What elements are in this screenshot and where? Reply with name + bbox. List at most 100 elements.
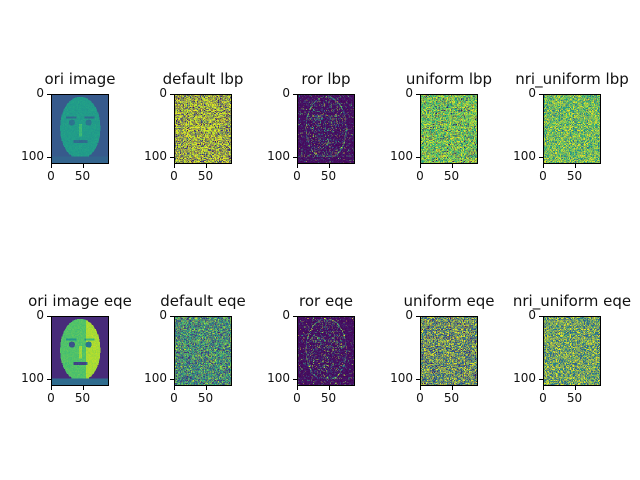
image-axes <box>420 316 478 386</box>
x-tick <box>174 164 175 168</box>
image-heatmap <box>544 95 600 163</box>
panel-title: nri_uniform eqe <box>512 292 632 310</box>
y-tick-label: 100 <box>21 370 44 385</box>
y-tick <box>170 316 174 317</box>
x-tick-label: 50 <box>443 169 460 183</box>
x-tick-label: 0 <box>170 169 178 183</box>
y-tick <box>416 94 420 95</box>
y-tick <box>293 94 297 95</box>
y-tick <box>47 316 51 317</box>
x-tick-label: 0 <box>47 391 55 405</box>
panel-title: uniform eqe <box>403 292 495 310</box>
x-tick-label: 50 <box>566 391 583 405</box>
x-tick <box>543 386 544 390</box>
panel-title: ror eqe <box>299 292 353 310</box>
panel-title: ror lbp <box>301 70 351 88</box>
y-tick-label: 0 <box>405 308 413 322</box>
y-tick-label: 100 <box>144 370 167 385</box>
x-tick <box>205 164 207 168</box>
y-tick-label: 100 <box>21 148 44 163</box>
y-tick <box>170 94 174 95</box>
y-tick <box>293 316 297 317</box>
y-tick <box>47 94 51 95</box>
y-tick-label: 0 <box>36 308 44 322</box>
image-axes <box>420 94 478 164</box>
y-tick <box>170 156 174 158</box>
image-heatmap <box>544 317 600 385</box>
x-tick <box>543 164 544 168</box>
panel-title: ori image eqe <box>28 292 132 310</box>
x-tick-label: 50 <box>320 391 337 405</box>
image-axes <box>297 94 355 164</box>
image-axes <box>51 316 109 386</box>
y-tick <box>539 378 543 380</box>
x-tick-label: 0 <box>293 169 301 183</box>
x-tick-label: 50 <box>443 391 460 405</box>
x-tick-label: 50 <box>74 169 91 183</box>
panel-title: default lbp <box>162 70 244 88</box>
image-axes <box>174 94 232 164</box>
y-tick <box>47 378 51 380</box>
panel-title: ori image <box>44 70 116 88</box>
x-tick <box>51 164 52 168</box>
y-tick-label: 0 <box>528 86 536 100</box>
panel-title: uniform lbp <box>405 70 493 88</box>
image-axes <box>51 94 109 164</box>
x-tick <box>420 386 421 390</box>
y-tick <box>416 156 420 158</box>
y-tick <box>539 94 543 95</box>
x-tick-label: 50 <box>566 169 583 183</box>
x-tick <box>451 164 453 168</box>
x-tick <box>451 386 453 390</box>
y-tick-label: 0 <box>159 308 167 322</box>
x-tick <box>328 386 330 390</box>
x-tick <box>297 386 298 390</box>
x-tick <box>574 164 576 168</box>
y-tick <box>293 156 297 158</box>
y-tick-label: 100 <box>513 370 536 385</box>
x-tick-label: 0 <box>416 391 424 405</box>
panel-title: default eqe <box>160 292 246 310</box>
x-tick-label: 0 <box>416 169 424 183</box>
x-tick <box>420 164 421 168</box>
y-tick-label: 0 <box>36 86 44 100</box>
image-heatmap <box>298 95 354 163</box>
x-tick-label: 0 <box>539 391 547 405</box>
x-tick <box>82 386 84 390</box>
image-heatmap <box>421 317 477 385</box>
y-tick <box>47 156 51 158</box>
x-tick <box>82 164 84 168</box>
x-tick-label: 50 <box>197 169 214 183</box>
image-heatmap <box>298 317 354 385</box>
image-heatmap <box>421 95 477 163</box>
image-heatmap <box>175 95 231 163</box>
y-tick <box>293 378 297 380</box>
x-tick <box>174 386 175 390</box>
y-tick <box>539 316 543 317</box>
y-tick <box>170 378 174 380</box>
y-tick-label: 100 <box>390 148 413 163</box>
image-heatmap <box>175 317 231 385</box>
y-tick-label: 0 <box>159 86 167 100</box>
x-tick <box>205 386 207 390</box>
x-tick-label: 50 <box>320 169 337 183</box>
y-tick <box>416 316 420 317</box>
y-tick-label: 100 <box>267 148 290 163</box>
image-heatmap <box>52 95 108 163</box>
panel-title: nri_uniform lbp <box>515 70 629 88</box>
y-tick-label: 100 <box>267 370 290 385</box>
x-tick-label: 0 <box>170 391 178 405</box>
image-axes <box>543 316 601 386</box>
x-tick-label: 0 <box>293 391 301 405</box>
x-tick <box>328 164 330 168</box>
y-tick-label: 0 <box>528 308 536 322</box>
image-axes <box>543 94 601 164</box>
y-tick-label: 100 <box>513 148 536 163</box>
y-tick <box>416 378 420 380</box>
x-tick-label: 0 <box>539 169 547 183</box>
x-tick <box>574 386 576 390</box>
x-tick <box>297 164 298 168</box>
x-tick-label: 50 <box>197 391 214 405</box>
image-heatmap <box>52 317 108 385</box>
